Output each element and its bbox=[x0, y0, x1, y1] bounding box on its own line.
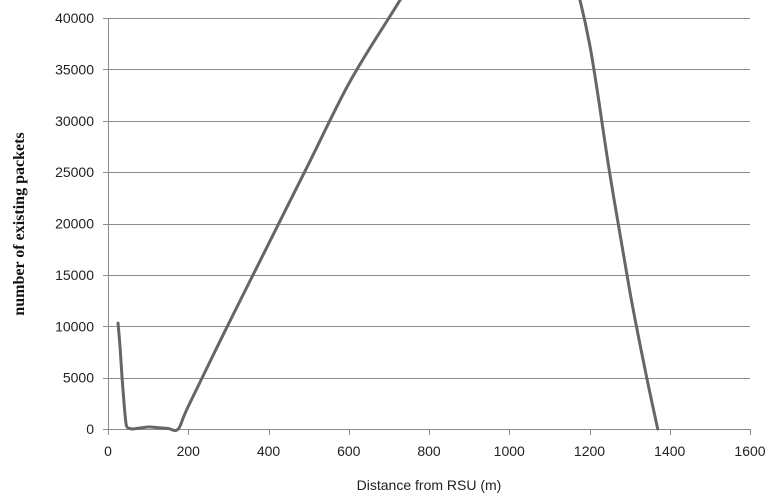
y-tick-label: 5000 bbox=[63, 370, 94, 386]
axes bbox=[103, 18, 751, 435]
y-tick-label: 10000 bbox=[55, 318, 94, 334]
grid-lines bbox=[108, 18, 750, 379]
x-tick-label: 800 bbox=[417, 443, 441, 459]
x-tick-label: 600 bbox=[337, 443, 361, 459]
x-tick-label: 400 bbox=[257, 443, 281, 459]
y-tick-label: 35000 bbox=[55, 61, 94, 77]
x-tick-label: 1200 bbox=[574, 443, 605, 459]
y-axis-title: number of existing packets bbox=[11, 132, 28, 315]
x-tick-label: 1000 bbox=[494, 443, 525, 459]
y-tick-label: 25000 bbox=[55, 164, 94, 180]
y-tick-label: 30000 bbox=[55, 113, 94, 129]
y-tick-label: 15000 bbox=[55, 267, 94, 283]
tick-labels: 0500010000150002000025000300003500040000… bbox=[55, 10, 766, 459]
y-tick-label: 40000 bbox=[55, 10, 94, 26]
x-tick-label: 200 bbox=[177, 443, 201, 459]
y-tick-label: 20000 bbox=[55, 216, 94, 232]
series-line bbox=[116, 0, 660, 433]
x-tick-label: 1400 bbox=[654, 443, 685, 459]
x-tick-label: 0 bbox=[104, 443, 112, 459]
series-layer bbox=[116, 0, 660, 433]
x-axis-title: Distance from RSU (m) bbox=[357, 477, 502, 493]
x-tick-label: 1600 bbox=[734, 443, 765, 459]
y-tick-label: 0 bbox=[86, 421, 94, 437]
